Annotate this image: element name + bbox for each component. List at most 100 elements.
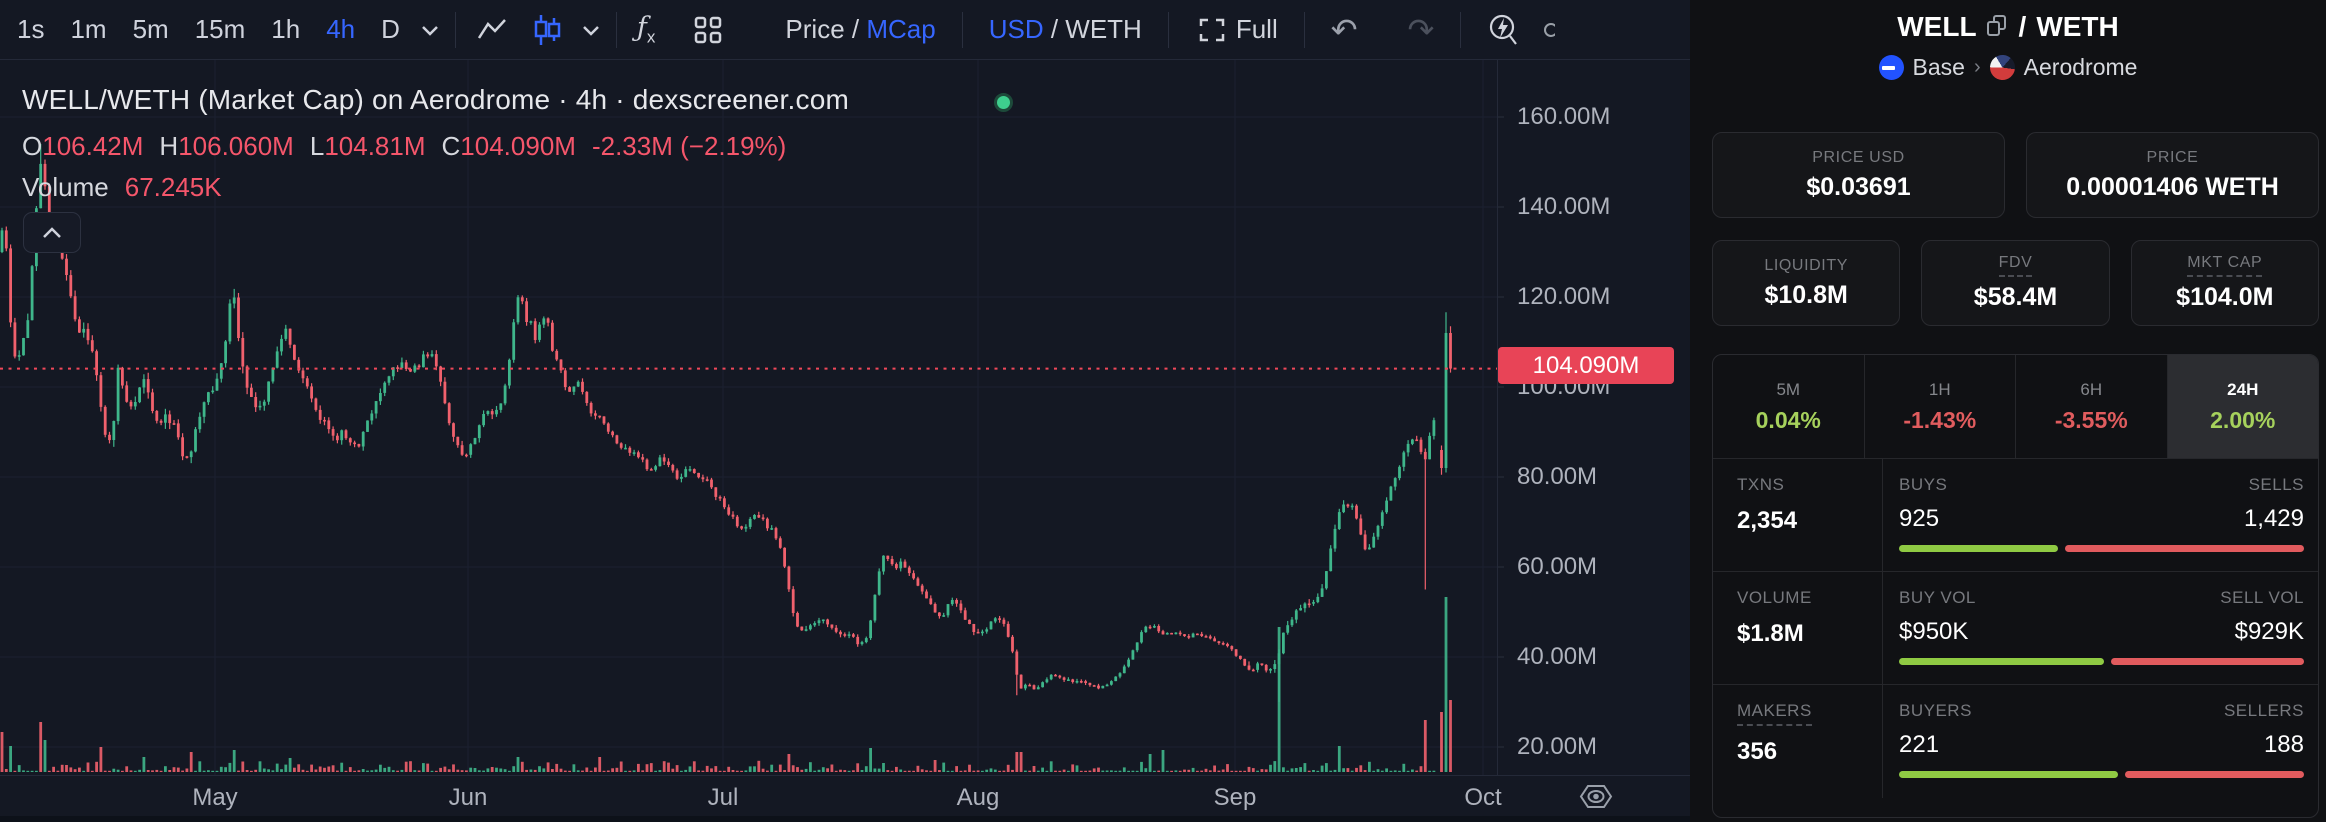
change-tab-6h[interactable]: 6H -3.55% — [2016, 355, 2168, 458]
y-axis-label: 40.00M — [1517, 643, 1598, 670]
timeframe-button-4h[interactable]: 4h — [326, 14, 356, 44]
timeframe-chevron-down-icon[interactable] — [413, 0, 447, 60]
quote-token-symbol: WETH — [2036, 11, 2119, 42]
card-value: $0.03691 — [1806, 172, 1911, 201]
ohlc-key: H — [159, 131, 179, 161]
mcap-toggle-label[interactable]: MCap — [866, 14, 936, 44]
usd-toggle-label[interactable]: USD — [988, 14, 1044, 44]
stat-b-value: 188 — [2263, 731, 2304, 758]
timeframe-group: 1s 1m 5m 15m 1h 4h D — [4, 0, 413, 60]
card-price[interactable]: PRICE 0.00001406 WETH — [2026, 132, 2319, 218]
fullscreen-button[interactable]: Full — [1185, 0, 1290, 60]
line-chart-icon[interactable] — [464, 0, 520, 60]
timeframe-button-D[interactable]: D — [381, 14, 400, 44]
card-mkt-cap[interactable]: MKT CAP $104.0M — [2130, 240, 2319, 326]
ohlc-value: 104.81M — [324, 131, 426, 161]
pair-separator: / — [2018, 11, 2027, 42]
timeframe-button-1h[interactable]: 1h — [271, 14, 301, 44]
candlestick-style-icon[interactable] — [520, 0, 574, 60]
stat-left-cell: VOLUME $1.8M — [1713, 572, 1883, 684]
ohlc-value: 106.060M — [178, 131, 294, 161]
price-toggle-label[interactable]: Price — [785, 14, 845, 44]
stat-a-label: BUYS — [1899, 475, 1948, 494]
stat-ab-labels: BUYS SELLS — [1899, 475, 2304, 495]
chain-name[interactable]: Base — [1912, 53, 1965, 80]
stat-label: MAKERS — [1737, 701, 1812, 726]
stat-value: 2,354 — [1737, 507, 1798, 534]
card-label: MKT CAP — [2187, 254, 2263, 277]
card-value: $10.8M — [1764, 280, 1848, 309]
stat-a-value: 221 — [1899, 731, 1940, 758]
axis-eye-icon[interactable] — [1578, 783, 1614, 815]
ratio-bar-green — [1899, 658, 2104, 665]
magnet-mode-icon[interactable] — [1475, 0, 1535, 60]
price-axis[interactable]: 160.00M 140.00M 120.00M 100.00M 80.00M 60.00M… — [1497, 60, 1690, 775]
buy-sell-ratio-bar — [1899, 658, 2304, 665]
ratio-bar-red — [2110, 658, 2304, 665]
price-cards-row: PRICE USD $0.03691 PRICE 0.00001406 WETH — [1712, 132, 2319, 218]
card-liquidity[interactable]: LIQUIDITY $10.8M — [1712, 240, 1901, 326]
stat-right-cell: BUY VOL SELL VOL $950K $929K — [1883, 572, 2318, 684]
base-token-symbol: WELL — [1897, 11, 1977, 42]
stat-b-label: SELLERS — [2223, 701, 2304, 720]
settings-icon-partial[interactable] — [1535, 0, 1559, 60]
undo-icon[interactable]: ↶ — [1330, 10, 1358, 49]
stat-label: TXNS — [1737, 475, 1785, 494]
dex-name[interactable]: Aerodrome — [2023, 53, 2138, 80]
stat-ab-values: 221 188 — [1899, 731, 2304, 759]
stat-b-value: 1,429 — [2243, 505, 2304, 532]
ratio-bar-green — [1899, 545, 2059, 552]
stat-ab-labels: BUY VOL SELL VOL — [1899, 588, 2304, 608]
stat-rows: TXNS 2,354 BUYS SELLS 925 1,429 VOLUME $1.8M BUY… — [1713, 459, 2318, 798]
buy-sell-ratio-bar — [1899, 545, 2304, 552]
stat-a-label: BUY VOL — [1899, 588, 1976, 607]
timeframe-button-5m[interactable]: 5m — [132, 14, 169, 44]
card-label: PRICE USD — [1812, 148, 1905, 166]
card-price-usd[interactable]: PRICE USD $0.03691 — [1712, 132, 2005, 218]
chart-style-chevron-down-icon[interactable] — [574, 0, 608, 60]
candlestick-chart[interactable] — [0, 0, 1690, 822]
tab-percent: 2.00% — [2210, 406, 2276, 433]
tab-percent: -3.55% — [2054, 406, 2128, 433]
toolbar-divider — [1460, 11, 1462, 48]
time-axis[interactable]: May Jun Jul Aug Sep Oct — [0, 775, 1690, 816]
y-axis-label: 20.00M — [1517, 733, 1598, 760]
x-axis-label: May — [192, 784, 238, 811]
indicators-fx-icon[interactable]: ƒx — [636, 11, 656, 47]
change-tab-1h[interactable]: 1H -1.43% — [1865, 355, 2016, 458]
y-axis-label: 80.00M — [1517, 463, 1598, 490]
redo-icon[interactable]: ↷ — [1407, 10, 1435, 49]
toolbar-divider — [961, 11, 963, 48]
ohlc-key: C — [441, 131, 461, 161]
timeframe-button-1m[interactable]: 1m — [70, 14, 107, 44]
timeframe-button-15m[interactable]: 15m — [194, 14, 246, 44]
price-mcap-toggle[interactable]: Price / MCap — [775, 0, 945, 60]
stat-row-volume: VOLUME $1.8M BUY VOL SELL VOL $950K $929K — [1713, 572, 2318, 685]
weth-toggle-label[interactable]: WETH — [1065, 14, 1142, 44]
timeframe-button-1s[interactable]: 1s — [17, 14, 45, 44]
toolbar-divider — [615, 11, 617, 48]
stat-a-value: $950K — [1899, 618, 1969, 645]
collapse-legend-button[interactable] — [23, 212, 81, 253]
ohlc-key: L — [309, 131, 325, 161]
y-axis-label: 140.00M — [1517, 193, 1611, 220]
copy-icon[interactable] — [1986, 15, 2009, 39]
chart-bottom-strip — [0, 816, 1690, 822]
stat-a-value: 925 — [1899, 505, 1940, 532]
base-chain-icon — [1878, 54, 1904, 80]
toolbar-divider — [454, 11, 456, 48]
card-value: 0.00001406 WETH — [2066, 172, 2279, 201]
x-axis-label: Jul — [707, 784, 739, 811]
chart-legend-title[interactable]: WELL/WETH (Market Cap) on Aerodrome · 4h… — [22, 84, 849, 115]
card-label: FDV — [1998, 254, 2033, 277]
card-fdv[interactable]: FDV $58.4M — [1921, 240, 2110, 326]
change-tab-24h[interactable]: 24H 2.00% — [2167, 355, 2318, 458]
volume-label: Volume — [22, 172, 109, 202]
usd-weth-toggle[interactable]: USD / WETH — [979, 0, 1152, 60]
layout-grid-icon[interactable] — [681, 0, 735, 60]
x-axis-label: Oct — [1464, 784, 1502, 811]
ratio-bar-green — [1899, 771, 2118, 778]
card-label: PRICE — [2146, 148, 2199, 166]
change-tab-5m[interactable]: 5M 0.04% — [1713, 355, 1865, 458]
stat-ab-values: $950K $929K — [1899, 618, 2304, 646]
